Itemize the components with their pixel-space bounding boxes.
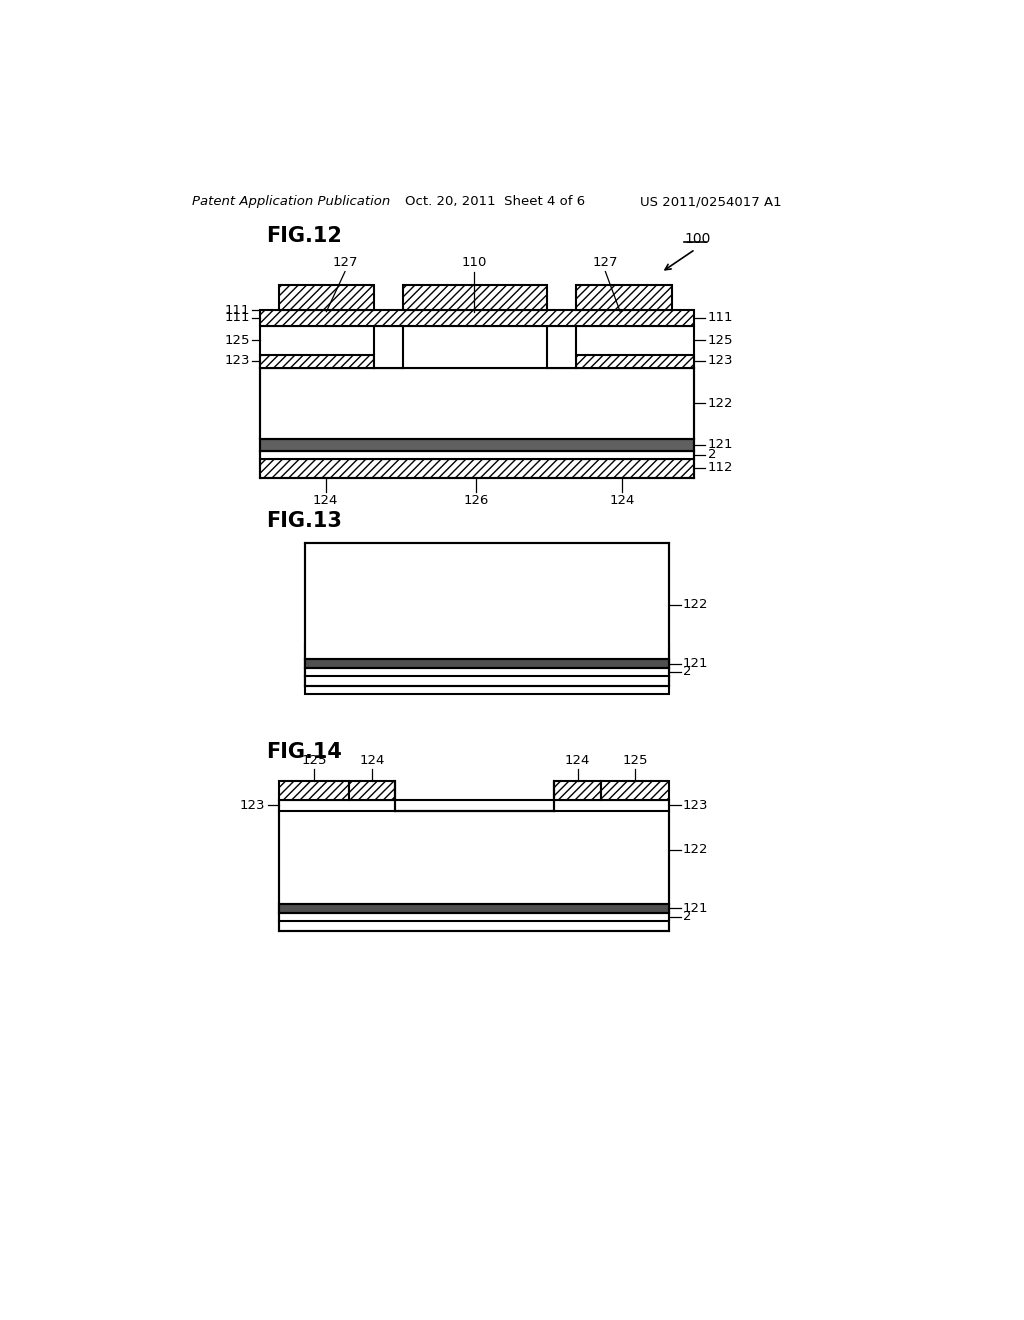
- Bar: [305, 659, 669, 668]
- Bar: [280, 904, 669, 913]
- Text: 122: 122: [683, 843, 709, 857]
- Text: 125: 125: [224, 334, 250, 347]
- Text: 112: 112: [708, 462, 733, 474]
- Bar: [260, 310, 693, 326]
- Bar: [260, 451, 693, 459]
- Text: 2: 2: [683, 665, 691, 678]
- Bar: [280, 285, 375, 310]
- Bar: [601, 780, 669, 800]
- Bar: [395, 780, 554, 812]
- Bar: [575, 285, 672, 310]
- Text: 125: 125: [708, 334, 733, 347]
- Text: 123: 123: [224, 354, 250, 367]
- Bar: [554, 780, 601, 800]
- Text: 124: 124: [609, 494, 635, 507]
- Text: US 2011/0254017 A1: US 2011/0254017 A1: [640, 195, 781, 209]
- Text: 124: 124: [359, 755, 385, 767]
- Text: 123: 123: [683, 799, 709, 812]
- Text: 2: 2: [683, 911, 691, 924]
- Text: 127: 127: [593, 256, 618, 268]
- Text: 126: 126: [463, 494, 488, 507]
- Text: 122: 122: [683, 598, 709, 611]
- Bar: [305, 644, 669, 676]
- Bar: [403, 285, 547, 310]
- Bar: [375, 355, 403, 368]
- Text: 122: 122: [708, 397, 733, 409]
- Text: 121: 121: [708, 438, 733, 451]
- Text: 111: 111: [708, 312, 733, 325]
- Text: 110: 110: [462, 256, 487, 268]
- Text: 125: 125: [623, 755, 647, 767]
- Text: 121: 121: [683, 657, 709, 671]
- Text: FIG.12: FIG.12: [266, 226, 342, 246]
- Text: Oct. 20, 2011  Sheet 4 of 6: Oct. 20, 2011 Sheet 4 of 6: [406, 195, 586, 209]
- Bar: [260, 368, 693, 440]
- Text: Patent Application Publication: Patent Application Publication: [191, 195, 390, 209]
- Text: 100: 100: [684, 232, 711, 247]
- Text: 123: 123: [240, 799, 265, 812]
- Bar: [305, 544, 669, 686]
- Text: 124: 124: [565, 755, 590, 767]
- Bar: [280, 780, 349, 800]
- Text: 123: 123: [708, 354, 733, 367]
- Bar: [280, 800, 669, 931]
- Bar: [575, 355, 693, 368]
- Bar: [260, 459, 693, 478]
- Text: 121: 121: [683, 902, 709, 915]
- Text: 111: 111: [224, 312, 250, 325]
- Text: 125: 125: [301, 755, 327, 767]
- Bar: [260, 440, 693, 451]
- Text: 124: 124: [313, 494, 338, 507]
- Bar: [260, 355, 375, 368]
- Text: FIG.13: FIG.13: [266, 511, 342, 531]
- Bar: [305, 676, 669, 694]
- Bar: [547, 355, 575, 368]
- Text: 111: 111: [224, 304, 250, 317]
- Text: 127: 127: [332, 256, 357, 268]
- Bar: [260, 326, 693, 368]
- Bar: [349, 780, 395, 800]
- Text: 2: 2: [708, 449, 716, 462]
- Text: FIG.14: FIG.14: [266, 742, 342, 762]
